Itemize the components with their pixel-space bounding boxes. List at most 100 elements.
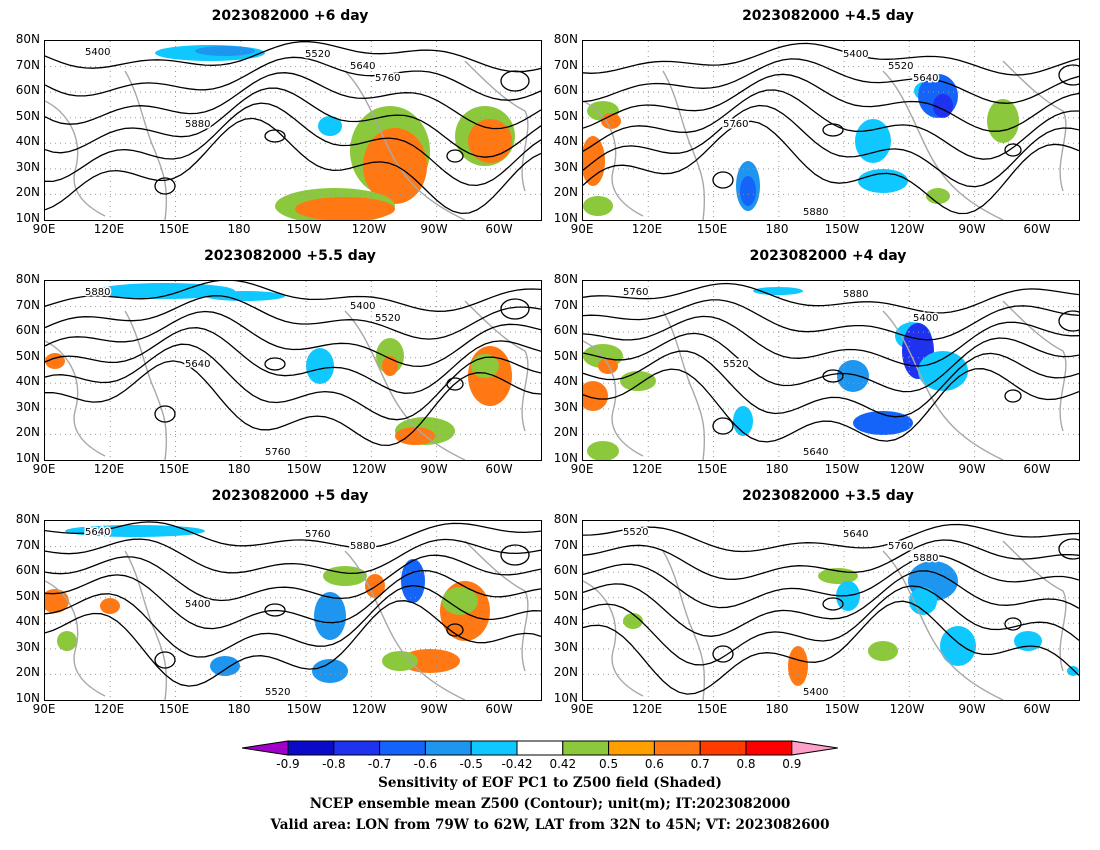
map-canvas: 5400 5520 5640 5760 5880 (45, 521, 541, 700)
sensitivity-shading (909, 587, 937, 615)
lat-label: 80N (15, 32, 40, 46)
map-canvas: 5400 5520 5640 5760 5880 (583, 281, 1079, 460)
panel-title-1: 2023082000 +6 day (211, 8, 369, 24)
contour-level-label: 5880 (350, 541, 375, 552)
z500-contour (45, 343, 541, 421)
lat-label: 50N (553, 348, 578, 363)
panel-title-3: 2023082000 +5.5 day (204, 248, 376, 264)
lat-label: 70N (15, 57, 40, 72)
lon-label: 120E (93, 462, 125, 476)
lon-label: 90E (32, 462, 56, 476)
sensitivity-shading (583, 196, 613, 216)
colorbar-segment (333, 740, 381, 756)
lon-label: 90W (420, 462, 448, 476)
lon-label: 180 (227, 702, 251, 716)
colorbar-tick-label: -0.5 (459, 757, 483, 771)
lon-label: 120E (631, 702, 663, 716)
coastline (583, 60, 1067, 220)
colorbar-tick-label: 0.9 (782, 757, 802, 771)
sensitivity-shading (318, 116, 342, 136)
closed-contour (1004, 617, 1022, 631)
lat-label: 60N (15, 323, 40, 338)
contour-level-label: 5880 (185, 119, 210, 130)
sensitivity-shading (987, 99, 1019, 143)
lat-label: 10N (15, 451, 40, 465)
lat-label: 40N (553, 374, 578, 389)
z500-contour (583, 570, 1079, 637)
z500-contour (45, 295, 541, 340)
contour-level-label: 5640 (913, 73, 938, 84)
sensitivity-shading (623, 613, 643, 629)
lat-label: 40N (15, 134, 40, 149)
z500-contour (583, 368, 1079, 443)
sensitivity-shading (587, 441, 619, 460)
z500-contour (583, 315, 1079, 367)
lat-label: 20N (15, 185, 40, 200)
sensitivity-shading (323, 566, 367, 586)
z500-contour (45, 41, 541, 73)
lon-label: 150E (696, 702, 728, 716)
contour-level-label: 5520 (723, 359, 748, 370)
lat-label: 10N (553, 451, 578, 465)
lon-label: 90W (420, 222, 448, 236)
lon-label: 120E (93, 222, 125, 236)
lat-label: 80N (553, 32, 578, 46)
contour-level-label: 5640 (350, 61, 375, 72)
sensitivity-shading (395, 427, 435, 445)
sensitivity-shading (620, 371, 656, 391)
lon-label: 90E (32, 702, 56, 716)
lat-label: 30N (553, 159, 578, 174)
closed-contour (822, 123, 844, 137)
lon-label: 150W (286, 462, 322, 476)
caption-line-1: Sensitivity of EOF PC1 to Z500 field (Sh… (378, 775, 722, 791)
lat-label: 40N (553, 614, 578, 629)
lat-label: 60N (553, 563, 578, 578)
contour-level-label: 5640 (843, 529, 868, 540)
caption-line-3: Valid area: LON from 79W to 62W, LAT fro… (270, 817, 830, 833)
colorbar-segment (379, 740, 426, 756)
z500-contour (45, 102, 541, 187)
lon-label: 90W (420, 702, 448, 716)
contour-level-label: 5760 (305, 529, 330, 540)
z500-contour (45, 281, 541, 312)
closed-contour (500, 70, 530, 92)
closed-contour (1058, 310, 1079, 332)
z500-contour (583, 600, 1079, 695)
sensitivity-shading (855, 119, 891, 163)
closed-contour (264, 129, 286, 143)
colorbar-tick-label: 0.42 (549, 757, 577, 771)
lon-label: 90W (958, 702, 986, 716)
closed-contour (446, 377, 464, 391)
z500-contour (45, 87, 541, 158)
coastline (45, 60, 529, 220)
lat-label: 50N (15, 348, 40, 363)
colorbar-tick-label: -0.8 (322, 757, 346, 771)
contour-level-label: 5640 (803, 447, 828, 458)
lon-label: 150W (824, 702, 860, 716)
colorbar-segment (653, 740, 701, 756)
contour-level-label: 5400 (185, 599, 210, 610)
colorbar-tick-label: -0.42 (501, 757, 533, 771)
sensitivity-shading (306, 348, 334, 384)
colorbar-tick-label: 0.6 (644, 757, 664, 771)
lat-label: 60N (553, 83, 578, 98)
lat-label: 60N (15, 563, 40, 578)
lat-label: 20N (553, 665, 578, 680)
lon-label: 90E (570, 222, 594, 236)
lon-label: 180 (765, 222, 789, 236)
sensitivity-shading (468, 119, 512, 163)
closed-contour (154, 651, 176, 669)
sensitivity-shading (837, 360, 869, 392)
lat-label: 40N (553, 134, 578, 149)
map-panel-3: 5400 5520 5640 5760 5880 (44, 280, 542, 461)
closed-contour (264, 357, 286, 371)
colorbar-segment (562, 740, 610, 756)
closed-contour (1004, 143, 1022, 157)
closed-contour (1058, 538, 1079, 560)
lon-label: 60W (485, 462, 513, 476)
contour-level-label: 5760 (265, 447, 290, 458)
lon-label: 120W (351, 702, 387, 716)
lon-label: 120E (631, 222, 663, 236)
z500-contour (583, 332, 1079, 393)
lat-label: 10N (15, 211, 40, 225)
